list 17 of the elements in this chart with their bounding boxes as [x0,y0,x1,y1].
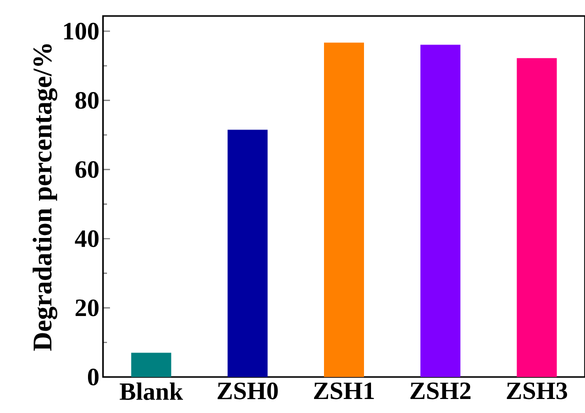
bar [516,58,557,377]
y-tick-label: 20 [76,299,99,316]
y-tick-label: 0 [88,368,99,386]
bar [131,352,172,377]
y-tick-label: 100 [64,22,99,40]
y-axis-title: Degradation percentage/% [32,44,58,351]
y-tick-label: 80 [75,92,99,109]
y-tick-label: 60 [75,161,99,178]
x-tick-label: ZSH3 [506,382,568,400]
bar [228,130,268,377]
bar [324,42,364,377]
bar [420,44,460,377]
x-tick-label: ZSH2 [410,382,470,400]
x-tick-label: ZSH0 [218,382,278,400]
x-tick-label: ZSH1 [314,382,374,400]
y-tick-label: 40 [74,230,99,248]
x-tick-label: Blank [120,382,184,400]
